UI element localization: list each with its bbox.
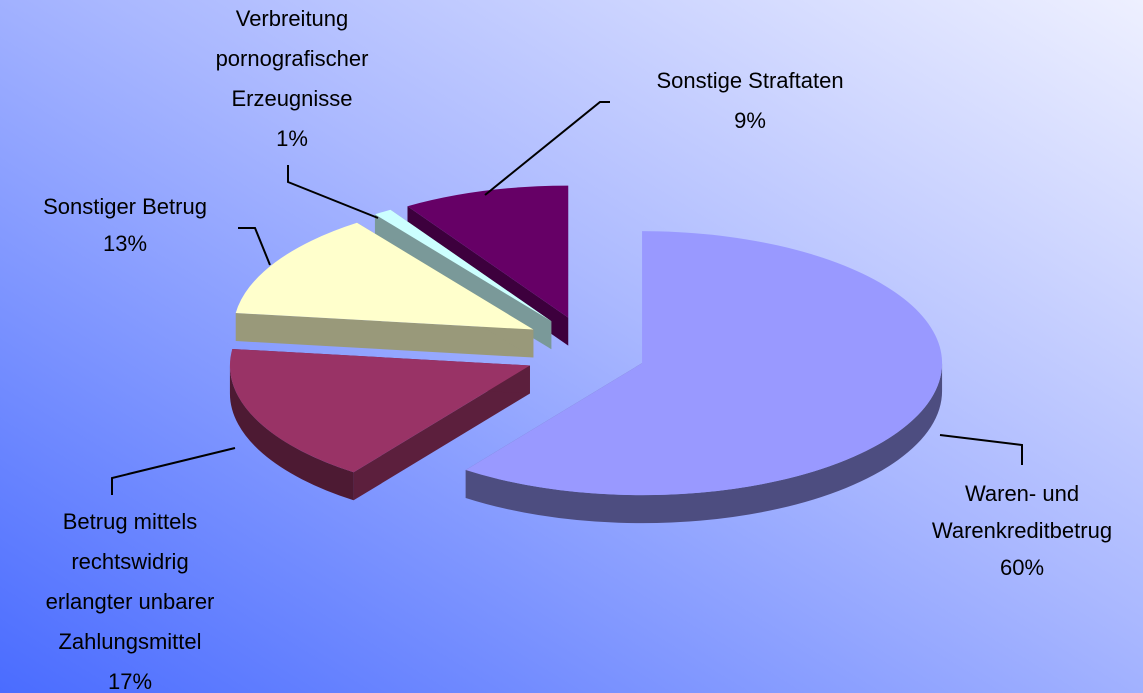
- slice-label: Betrug mittels: [63, 509, 198, 534]
- slice-label: Waren- und: [965, 481, 1079, 506]
- leader-line: [111, 447, 236, 495]
- slice: [465, 231, 943, 496]
- slice-label: Sonstiger Betrug: [43, 194, 207, 219]
- leader-line: [287, 165, 379, 219]
- slice-label: Sonstige Straftaten: [656, 68, 843, 93]
- slice-side: [353, 365, 530, 501]
- value-label: 13%: [103, 231, 147, 256]
- value-label: 1%: [276, 126, 308, 151]
- slice-label: Verbreitung: [236, 6, 349, 31]
- slice-wall: [465, 363, 943, 524]
- slice-label: pornografischer: [216, 46, 369, 71]
- slice-label: rechtswidrig: [71, 549, 188, 574]
- slice: [229, 348, 530, 473]
- leader-line: [939, 434, 1023, 465]
- value-label: 17%: [108, 669, 152, 693]
- slice: [407, 185, 569, 318]
- slice: [374, 209, 552, 322]
- leader-line: [238, 227, 271, 266]
- slice-label: Zahlungsmittel: [58, 629, 201, 654]
- slice: [235, 222, 534, 330]
- slice-label: erlangter unbarer: [46, 589, 215, 614]
- slice-wall: [229, 365, 354, 501]
- leader-line: [484, 101, 610, 196]
- slice-label: Erzeugnisse: [231, 86, 352, 111]
- value-label: 9%: [734, 108, 766, 133]
- value-label: 60%: [1000, 555, 1044, 580]
- slice-label: Warenkreditbetrug: [932, 518, 1112, 543]
- slice-side: [235, 313, 534, 358]
